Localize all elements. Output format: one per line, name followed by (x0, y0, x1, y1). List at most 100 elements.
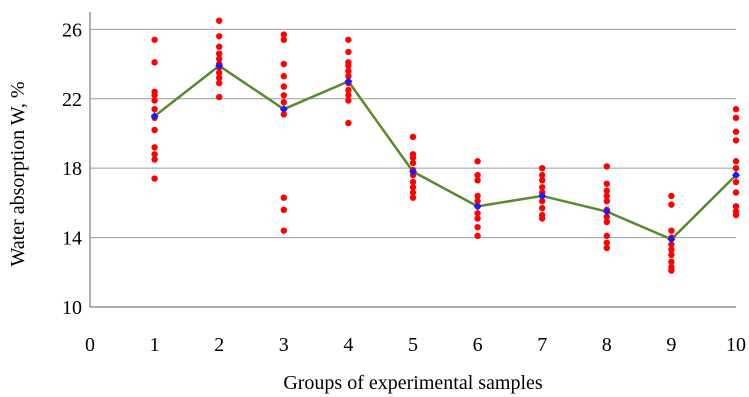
sample-point (732, 114, 740, 122)
sample-point (216, 74, 223, 82)
x-tick-label: 6 (473, 334, 483, 356)
sample-point (280, 31, 287, 38)
y-tick-label: 26 (62, 19, 82, 41)
sample-point (345, 48, 352, 56)
sample-point (603, 239, 610, 246)
y-axis-title: Water absorption W, % (7, 81, 29, 266)
y-tick-label: 22 (62, 89, 82, 111)
sample-point (539, 171, 546, 179)
x-tick-label: 4 (343, 334, 353, 356)
sample-point (732, 158, 740, 165)
sample-point (474, 192, 481, 200)
sample-point (539, 177, 546, 184)
sample-point (603, 197, 610, 205)
x-tick-label: 3 (279, 334, 289, 356)
sample-point (151, 156, 158, 163)
sample-point (345, 92, 352, 99)
sample-point (732, 189, 740, 196)
sample-point (216, 50, 223, 57)
sample-point (151, 105, 158, 113)
sample-point (668, 246, 675, 253)
x-tick-label: 8 (602, 334, 612, 356)
sample-point (280, 36, 287, 43)
sample-point (474, 223, 481, 231)
sample-point (216, 17, 223, 24)
sample-point (151, 151, 158, 158)
sample-point (732, 137, 740, 144)
x-tick-label: 0 (85, 334, 95, 356)
sample-point (151, 126, 158, 134)
sample-point (668, 258, 675, 266)
sample-point (603, 244, 610, 252)
sample-point (539, 164, 546, 172)
mean-marker (215, 61, 224, 70)
sample-point (151, 92, 158, 99)
mean-marker (279, 105, 288, 114)
sample-point (345, 119, 352, 127)
sample-point (151, 175, 158, 182)
x-tick-label: 10 (726, 334, 746, 356)
sample-point (474, 215, 481, 222)
sample-point (668, 201, 675, 208)
sample-point (474, 171, 481, 179)
sample-point (668, 192, 675, 200)
mean-marker (602, 207, 611, 216)
sample-point (474, 158, 481, 165)
sample-points-layer (151, 17, 740, 274)
mean-marker (667, 235, 676, 244)
sample-point (539, 184, 546, 191)
mean-marker (473, 202, 482, 211)
sample-point (216, 69, 223, 76)
sample-point (345, 36, 352, 43)
sample-point (280, 92, 287, 99)
x-axis-title: Groups of experimental samples (283, 372, 543, 394)
sample-point (668, 227, 675, 234)
y-tick-label: 10 (62, 297, 82, 319)
sample-point (732, 128, 740, 135)
sample-point (603, 163, 610, 170)
sample-point (151, 144, 158, 151)
sample-point (474, 210, 481, 217)
sample-point (345, 86, 352, 94)
x-tick-label: 2 (214, 334, 224, 356)
sample-point (280, 206, 287, 214)
sample-point (603, 180, 610, 187)
sample-point (216, 55, 223, 63)
sample-point (280, 83, 287, 90)
sample-point (474, 177, 481, 184)
sample-point (280, 60, 287, 68)
sample-point (474, 197, 481, 205)
mean-line (153, 64, 737, 241)
sample-point (603, 187, 610, 194)
sample-point (280, 99, 287, 106)
sample-point (345, 67, 352, 75)
sample-point (409, 194, 417, 201)
tick-labels: 10 14 18 22 26 0 1 2 3 4 5 6 7 8 9 10 (62, 19, 746, 356)
sample-point (603, 213, 610, 220)
sample-point (216, 33, 223, 40)
sample-point (668, 241, 675, 248)
sample-point (603, 192, 610, 200)
mean-marker (732, 171, 740, 180)
sample-point (539, 204, 546, 212)
sample-point (345, 62, 352, 69)
sample-point (216, 43, 223, 50)
sample-point (345, 73, 352, 80)
y-tick-label: 14 (62, 228, 82, 250)
y-tick-label: 18 (62, 158, 82, 180)
mean-marker (409, 167, 417, 176)
mean-line-layer (153, 64, 737, 241)
sample-point (603, 232, 610, 240)
sample-point (280, 73, 287, 80)
sample-point (732, 105, 740, 113)
mean-marker (150, 112, 159, 121)
sample-point (280, 194, 287, 201)
sample-point (216, 79, 223, 87)
sample-point (668, 251, 675, 259)
sample-point (151, 36, 158, 43)
gridlines (90, 28, 736, 239)
sample-point (603, 218, 610, 226)
sample-point (668, 267, 675, 274)
